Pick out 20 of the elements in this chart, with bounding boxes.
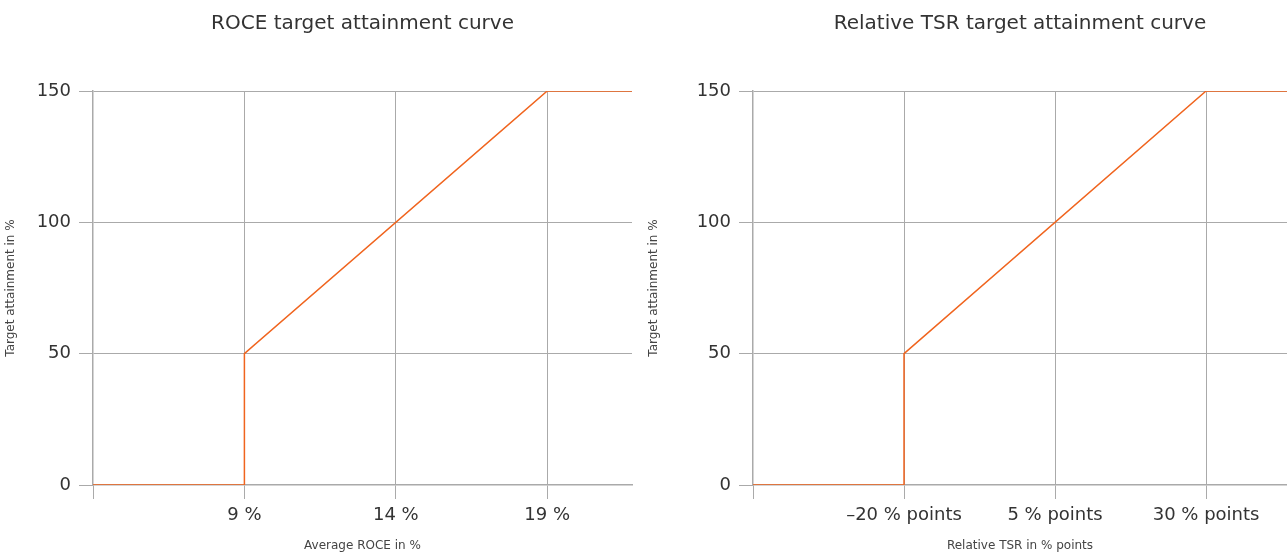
x-axis-title: Relative TSR in % points (946, 537, 1094, 552)
y-tick-label: 50 (48, 341, 71, 363)
x-tick-label: 19 % (524, 503, 571, 525)
y-axis-title: Target attainment in % (646, 219, 661, 358)
y-tick-label: 100 (696, 210, 731, 232)
y-tick-label: 150 (696, 78, 731, 100)
x-tick-label: 14 % (372, 503, 419, 525)
y-axis-title: Target attainment in % (3, 219, 18, 358)
x-tick-label: 30 % points (1152, 503, 1260, 525)
y-tick-label: 150 (36, 78, 71, 100)
y-tick-label: 50 (708, 341, 731, 363)
x-tick-label: 9 % (227, 503, 262, 525)
chart-title: Relative TSR target attainment curve (832, 10, 1208, 34)
y-tick-label: 0 (59, 472, 71, 494)
x-tick-label: 5 % points (1007, 503, 1103, 525)
x-tick-label: –20 % points (846, 503, 962, 525)
y-tick-label: 100 (36, 210, 71, 232)
x-axis-title: Average ROCE in % (304, 537, 421, 552)
chart-title: ROCE target attainment curve (210, 10, 515, 34)
y-tick-label: 0 (719, 472, 731, 494)
